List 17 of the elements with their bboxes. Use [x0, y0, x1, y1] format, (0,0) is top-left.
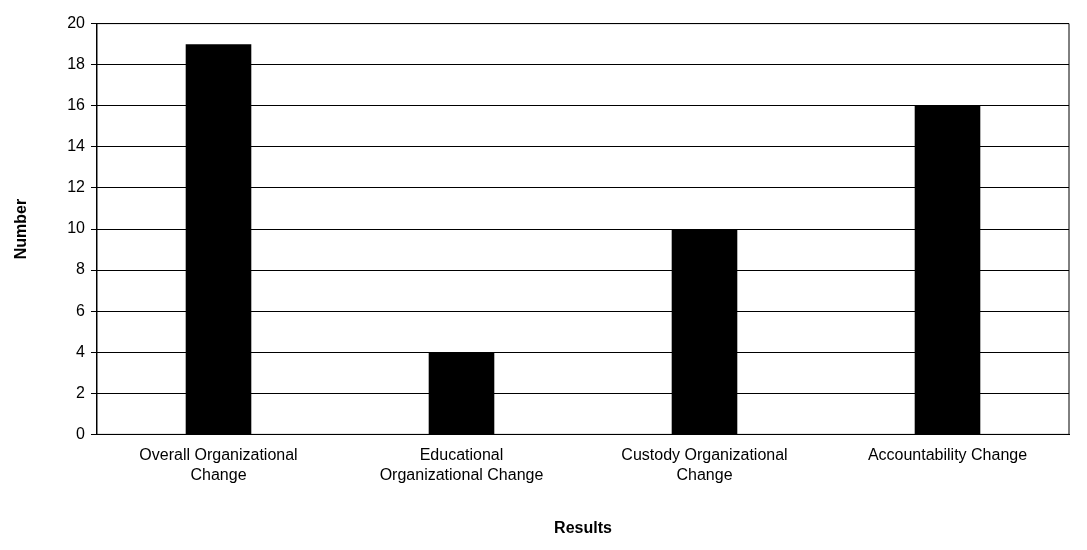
y-tick-label: 14	[67, 137, 86, 155]
y-tick-label: 18	[67, 55, 86, 73]
y-tick-label: 12	[67, 178, 86, 196]
y-tick-label: 10	[67, 219, 86, 237]
y-axis-title: Number	[12, 198, 30, 260]
x-tick-label: Accountability Change	[867, 446, 1028, 464]
y-tick-label: 6	[76, 301, 86, 319]
x-tick-label: Overall Organizational Change	[139, 446, 298, 483]
y-tick-label: 2	[76, 383, 86, 401]
x-tick-label: Custody Organizational Change	[621, 446, 788, 483]
y-tick-label: 4	[76, 342, 86, 360]
y-tick-label: 0	[76, 424, 86, 442]
x-axis-title: Results	[554, 518, 612, 536]
y-tick-label: 8	[76, 260, 86, 278]
y-tick-label: 20	[67, 14, 86, 32]
x-tick-label: Educational Organizational Change	[379, 446, 544, 483]
y-tick-label: 16	[67, 96, 86, 114]
